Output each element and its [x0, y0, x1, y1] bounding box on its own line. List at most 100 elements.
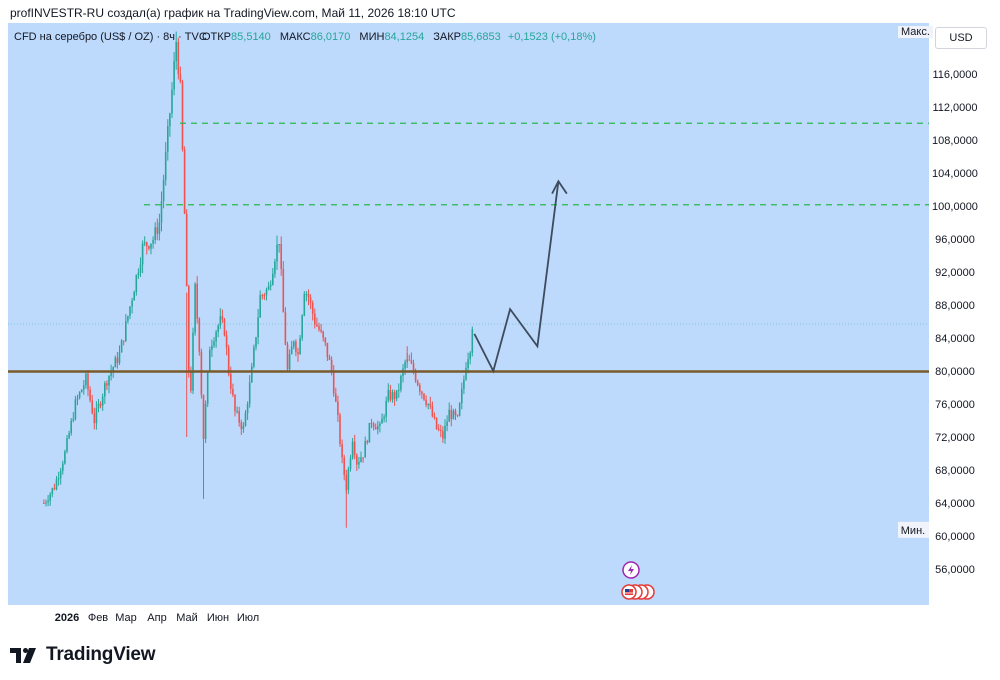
candle-body	[467, 359, 469, 368]
candle-body	[278, 244, 280, 246]
chart-area[interactable]: 110,0279100,149079,934985,685302:49:2660…	[8, 23, 992, 628]
candle-body	[248, 382, 251, 405]
candle-body	[463, 379, 465, 389]
candle-body	[265, 289, 268, 296]
min-label: Мин.	[901, 525, 925, 537]
candle-body	[456, 415, 459, 417]
candle-body	[419, 385, 421, 392]
candle-body	[146, 242, 148, 247]
candle-body	[74, 399, 77, 419]
candle-body	[192, 332, 194, 391]
projection-arrowhead	[551, 179, 568, 195]
y-tick-label: 108,0000	[932, 135, 978, 147]
candle-body	[448, 409, 450, 422]
candle-body	[47, 500, 49, 503]
candle-body	[234, 394, 236, 412]
candle-body	[444, 425, 446, 439]
candle-body	[156, 227, 159, 234]
candle-body	[80, 389, 83, 393]
candle-body	[469, 352, 471, 360]
candle-body	[316, 324, 318, 327]
candle-body	[62, 463, 64, 471]
candle-body	[217, 325, 219, 332]
candle-body	[194, 283, 196, 333]
projection-path[interactable]	[473, 181, 560, 374]
candle-body	[246, 404, 249, 414]
candle-body	[127, 316, 129, 322]
y-tick-label: 116,0000	[932, 69, 977, 81]
candle-body	[324, 337, 327, 343]
candle-body	[377, 425, 379, 430]
candle-body	[238, 410, 240, 423]
candle-body	[446, 421, 448, 426]
legend-close-value: 85,6853	[461, 31, 501, 43]
candle-body	[211, 345, 213, 350]
candle-body	[290, 346, 293, 355]
candle-body	[51, 488, 54, 495]
candle-body	[202, 394, 205, 439]
candle-body	[99, 403, 102, 406]
candle-body	[374, 427, 377, 430]
candle-body	[391, 392, 394, 400]
candle-body	[364, 441, 366, 458]
currency-button[interactable]: USD	[935, 27, 987, 49]
candle-body	[148, 246, 150, 249]
candle-body	[114, 357, 117, 368]
attribution-text: profINVESTR-RU создал(а) график на Tradi…	[10, 6, 456, 20]
legend-high-label: МАКС	[280, 31, 311, 43]
candle-body	[458, 403, 461, 416]
candle-body	[309, 297, 312, 303]
candle-body	[185, 213, 188, 287]
legend-ohlc: ОТКР85,5140 МАКС86,0170 МИН84,1254 ЗАКР8…	[202, 31, 596, 43]
us-flag-event-icon[interactable]	[621, 584, 655, 600]
candle-body	[72, 418, 75, 421]
candle-body	[332, 371, 335, 394]
candle-body	[85, 373, 87, 386]
candle-body	[362, 457, 364, 459]
legend-high-value: 86,0170	[311, 31, 351, 43]
candle-body	[154, 227, 156, 240]
candle-body	[471, 329, 474, 353]
candle-body	[221, 316, 224, 320]
legend-symbol: CFD на серебро (US$ / OZ) · 8ч · TVC	[14, 31, 207, 43]
candle-body	[83, 385, 85, 390]
y-tick-label: 88,0000	[935, 300, 975, 312]
legend-open-value: 85,5140	[231, 31, 271, 43]
candle-body	[55, 479, 58, 490]
price-chart[interactable]: 110,0279100,149079,934985,685302:49:2660…	[8, 23, 992, 628]
candle-body	[454, 410, 457, 416]
candle-body	[295, 341, 297, 353]
candle-body	[465, 367, 467, 380]
candle-body	[461, 388, 463, 404]
candle-body	[416, 380, 419, 386]
candle-body	[131, 300, 133, 307]
candle-body	[305, 293, 308, 295]
candle-body	[267, 286, 270, 290]
footer-brand[interactable]: TradingView	[10, 644, 156, 666]
candle-body	[45, 502, 47, 504]
candle-body	[395, 390, 398, 399]
candle-body	[255, 337, 257, 348]
candle-body	[150, 243, 152, 249]
candle-body	[162, 179, 165, 202]
candle-body	[379, 423, 381, 426]
candle-body	[429, 403, 432, 407]
candle-body	[400, 375, 402, 390]
x-tick-label: Май	[176, 612, 198, 624]
candle-body	[196, 283, 198, 319]
candle-body	[171, 89, 173, 114]
candle-body	[108, 375, 110, 386]
candle-body	[408, 359, 411, 361]
candle-body	[106, 383, 108, 386]
candle-body	[139, 264, 142, 273]
candle-body	[95, 408, 98, 424]
candle-body	[427, 403, 429, 405]
candle-body	[351, 441, 354, 459]
candle-body	[297, 352, 299, 355]
candle-body	[339, 415, 341, 445]
candle-body	[442, 430, 444, 439]
candle-body	[190, 372, 192, 391]
y-tick-label: 68,0000	[935, 465, 975, 477]
candle-body	[293, 341, 295, 347]
lightning-event-icon[interactable]	[622, 561, 640, 579]
